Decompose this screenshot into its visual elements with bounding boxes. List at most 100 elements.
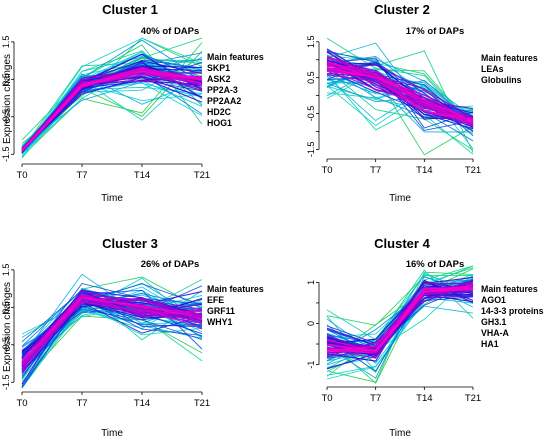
y-axis-title: Expression changes <box>2 54 13 144</box>
percent-label: 26% of DAPs <box>141 259 200 270</box>
x-axis-title: Time <box>389 193 411 204</box>
profile-lines <box>21 37 203 159</box>
x-tick-label: T21 <box>465 393 481 404</box>
feature-item: LEAs <box>481 64 504 74</box>
y-tick-label: 0 <box>306 321 316 326</box>
profile-line <box>21 37 203 154</box>
y-tick-label: -0.5 <box>306 106 316 122</box>
profile-line <box>21 56 203 153</box>
feature-item: 14-3-3 proteins <box>481 306 544 316</box>
profile-line <box>21 297 203 362</box>
profile-line <box>21 71 203 150</box>
x-axis-title: Time <box>101 193 123 204</box>
x-tick-label: T0 <box>321 165 332 176</box>
profile-line <box>326 55 474 124</box>
y-axis: -1 0 1 <box>306 280 320 369</box>
x-tick-label: T21 <box>194 170 210 181</box>
main-features-list: Main featuresSKP1ASK2PP2A-3PP2AA2HD2CHOG… <box>207 52 264 128</box>
x-axis: T0 T7 T14 T21 Time <box>16 163 210 204</box>
x-axis: T0 T7 T14 T21 Time <box>16 391 210 439</box>
profile-line <box>326 284 474 352</box>
y-tick-label: 1.5 <box>1 36 11 49</box>
y-tick-label: -1.5 <box>1 374 11 390</box>
y-tick-label: 0.5 <box>1 73 11 86</box>
feature-item: SKP1 <box>207 63 230 73</box>
feature-item: PP2AA2 <box>207 96 241 106</box>
x-tick-label: T14 <box>134 398 150 409</box>
feature-item: VHA-A <box>481 328 510 338</box>
feature-item: ASK2 <box>207 74 231 84</box>
panel-title: Cluster 3 <box>102 236 158 251</box>
profile-line <box>326 67 474 123</box>
y-tick-label: -0.5 <box>1 337 11 353</box>
feature-item: HOG1 <box>207 118 232 128</box>
x-axis-title: Time <box>101 428 123 439</box>
y-axis: -1.5 -0.5 0.5 1.5 <box>1 36 15 162</box>
cluster-4-panel: Cluster 4 16% of DAPs -1 0 1 T0 T7 T14 T21 Time Ma… <box>306 236 544 439</box>
percent-label: 40% of DAPs <box>141 26 200 37</box>
x-tick-label: T0 <box>16 398 27 409</box>
x-tick-label: T21 <box>194 398 210 409</box>
profile-line <box>21 72 203 154</box>
panel-title: Cluster 2 <box>374 2 430 17</box>
feature-item: AGO1 <box>481 295 506 305</box>
main-features-heading: Main features <box>207 52 264 62</box>
y-tick-label: 0.5 <box>306 71 316 84</box>
panel-title: Cluster 4 <box>374 236 430 251</box>
x-tick-label: T14 <box>416 393 432 404</box>
x-axis: T0 T7 T14 T21 Time <box>321 158 481 204</box>
y-axis: -1.5 -0.5 0.5 1.5 <box>1 264 15 390</box>
feature-item: GH3.1 <box>481 317 507 327</box>
feature-item: HD2C <box>207 107 232 117</box>
profile-lines <box>326 37 474 156</box>
x-tick-label: T14 <box>134 170 150 181</box>
x-axis: T0 T7 T14 T21 Time <box>321 386 481 439</box>
profile-lines <box>21 273 203 389</box>
feature-item: GRF11 <box>207 306 235 316</box>
feature-item: EFE <box>207 295 224 305</box>
x-tick-label: T0 <box>16 170 27 181</box>
y-axis: -1.5 -0.5 0.5 1.5 <box>306 36 320 158</box>
x-tick-label: T21 <box>465 165 481 176</box>
y-tick-label: -1.5 <box>1 146 11 162</box>
main-features-heading: Main features <box>207 284 264 294</box>
feature-item: HA1 <box>481 339 499 349</box>
panel-title: Cluster 1 <box>102 2 158 17</box>
y-tick-label: 0.5 <box>1 301 11 314</box>
profile-line <box>326 61 474 120</box>
x-tick-label: T7 <box>370 165 381 176</box>
y-axis-title: Expression changes <box>2 282 13 372</box>
profile-line <box>21 67 203 152</box>
y-tick-label: -0.5 <box>1 109 11 125</box>
profile-line <box>326 68 474 123</box>
x-tick-label: T7 <box>76 170 87 181</box>
y-tick-label: -1 <box>306 361 316 369</box>
x-axis-title: Time <box>389 428 411 439</box>
percent-label: 17% of DAPs <box>406 26 465 37</box>
cluster-2-panel: Cluster 2 17% of DAPs -1.5 -0.5 0.5 1.5 T0 T7 T1… <box>306 2 538 204</box>
x-tick-label: T7 <box>370 393 381 404</box>
profile-line <box>326 70 474 124</box>
profile-line <box>326 289 474 372</box>
profile-line <box>21 82 203 159</box>
x-tick-label: T7 <box>76 398 87 409</box>
y-tick-label: 1.5 <box>306 36 316 49</box>
profile-line <box>21 37 203 149</box>
profile-lines <box>326 265 474 384</box>
x-tick-label: T14 <box>416 165 432 176</box>
cluster-1-panel: Cluster 1 40% of DAPs -1.5 -0.5 0.5 1.5 T0 T7 T1… <box>1 2 264 204</box>
y-tick-label: 1 <box>306 280 316 285</box>
profile-line <box>21 273 203 357</box>
feature-item: WHY1 <box>207 317 233 327</box>
main-features-heading: Main features <box>481 53 538 63</box>
main-features-heading: Main features <box>481 284 538 294</box>
y-tick-label: -1.5 <box>306 142 316 158</box>
profile-line <box>21 298 203 389</box>
cluster-3-panel: Cluster 3 26% of DAPs -1.5 -0.5 0.5 1.5 T0 T7 T1… <box>1 236 264 439</box>
y-tick-label: 1.5 <box>1 264 11 277</box>
feature-item: PP2A-3 <box>207 85 238 95</box>
